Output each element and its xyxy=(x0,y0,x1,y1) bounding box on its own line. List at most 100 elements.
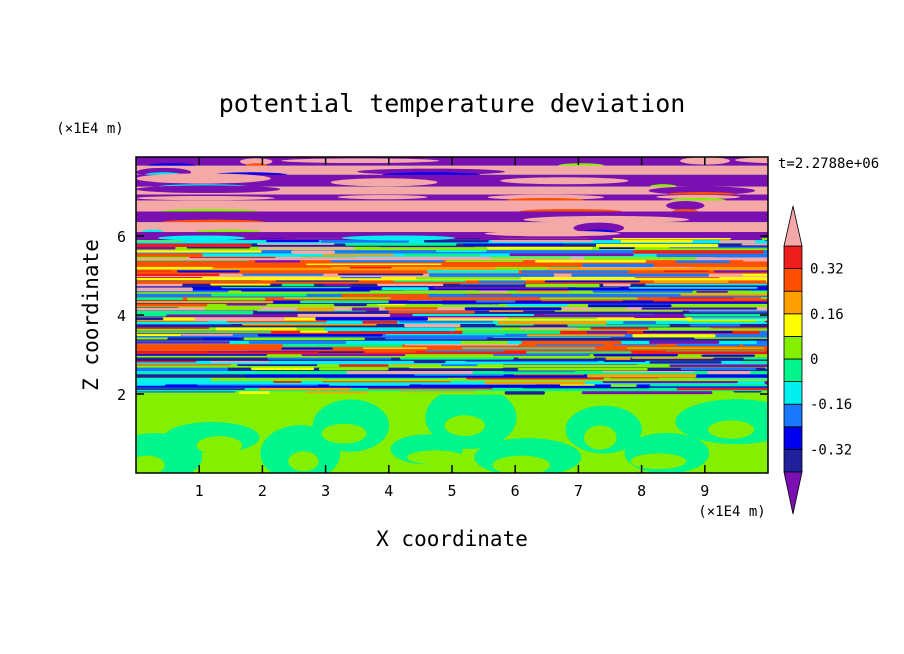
wave-segment xyxy=(136,331,272,334)
wave-segment xyxy=(462,327,502,330)
wave-segment xyxy=(539,297,638,300)
wave-segment xyxy=(525,283,600,288)
wave-segment xyxy=(587,304,672,308)
wave-segment xyxy=(632,334,716,338)
wave-segment xyxy=(317,351,364,354)
wave-segment xyxy=(136,297,184,301)
wave-segment xyxy=(136,250,262,253)
upper-band xyxy=(136,211,768,223)
wave-band xyxy=(136,343,768,348)
wave-segment xyxy=(243,337,365,341)
wave-band xyxy=(136,346,768,351)
wave-band xyxy=(136,380,768,385)
wave-band xyxy=(136,367,768,371)
wave-segment xyxy=(544,280,641,283)
wave-segment xyxy=(362,320,398,324)
wave-segment xyxy=(236,377,306,381)
wave-segment xyxy=(464,307,562,311)
wave-segment xyxy=(136,357,251,360)
wave-segment xyxy=(649,361,722,364)
lower-blob xyxy=(321,423,367,444)
wave-segment xyxy=(444,263,550,267)
wave-segment xyxy=(381,287,429,291)
wave-segment xyxy=(742,273,768,277)
wave-segment xyxy=(238,391,270,394)
wave-segment xyxy=(663,270,709,272)
colorbar-segment xyxy=(783,358,803,383)
colorbar-label: 0.32 xyxy=(810,262,844,278)
wave-segment xyxy=(385,337,488,340)
colorbar-label: 0 xyxy=(810,352,818,368)
colorbar-segment xyxy=(783,268,803,292)
wave-segment xyxy=(742,343,768,347)
wave-segment xyxy=(136,388,246,390)
wave-segment xyxy=(676,388,768,391)
lower-blob xyxy=(492,455,551,473)
wave-segment xyxy=(526,334,626,337)
upper-blob xyxy=(136,195,275,201)
wave-segment xyxy=(764,380,768,385)
wave-segment xyxy=(589,307,627,310)
wave-segment xyxy=(267,357,392,360)
lower-blob xyxy=(136,455,165,473)
wave-segment xyxy=(602,380,738,384)
wave-segment xyxy=(649,384,768,387)
colorbar-segment xyxy=(783,448,803,473)
wave-segment xyxy=(517,367,648,371)
colorbar-segment xyxy=(783,290,803,315)
x-tick-label: 4 xyxy=(384,482,393,500)
upper-blob xyxy=(239,158,273,165)
colorbar-labels: 0.32 0.16 0 -0.16 -0.32 xyxy=(810,262,852,459)
x-tick-label: 2 xyxy=(258,482,267,500)
colorbar-label: -0.32 xyxy=(810,442,852,458)
wave-segment xyxy=(202,337,239,340)
wave-band xyxy=(136,266,768,271)
wave-segment xyxy=(641,307,758,310)
wave-segment xyxy=(337,273,424,276)
wave-segment xyxy=(741,243,768,246)
y-axis-ticks: 2 4 6 xyxy=(117,228,768,404)
chart-title: potential temperature deviation xyxy=(219,89,686,118)
wave-segment xyxy=(136,246,176,250)
contour-field xyxy=(136,157,768,473)
upper-blob xyxy=(136,185,281,194)
wave-segment xyxy=(590,326,649,330)
upper-blob xyxy=(281,158,440,164)
wave-segment xyxy=(324,327,456,332)
wave-band xyxy=(136,306,768,311)
wave-band xyxy=(136,377,768,382)
wave-segment xyxy=(700,304,768,307)
upper-band xyxy=(136,194,768,201)
wave-segment xyxy=(478,279,526,283)
wave-segment xyxy=(653,279,729,283)
x-tick-label: 7 xyxy=(574,482,583,500)
wave-segment xyxy=(479,289,509,293)
wave-segment xyxy=(462,330,561,334)
wave-segment xyxy=(136,303,208,307)
wave-segment xyxy=(429,273,555,277)
wave-segment xyxy=(586,373,697,378)
wave-segment xyxy=(628,286,758,289)
wave-segment xyxy=(707,370,751,375)
wave-segment xyxy=(509,253,634,257)
wave-segment xyxy=(136,263,271,266)
colorbar-segment xyxy=(783,426,803,450)
x-tick-label: 9 xyxy=(700,482,709,500)
colorbar-segment xyxy=(783,335,803,360)
upper-blob xyxy=(487,194,605,200)
wave-segment xyxy=(743,357,768,360)
wave-band xyxy=(136,299,768,304)
wave-segment xyxy=(194,317,285,321)
upper-band xyxy=(136,200,768,212)
upper-streak xyxy=(341,235,456,241)
wave-segment xyxy=(404,323,461,328)
wave-segment xyxy=(324,283,352,287)
wave-segment xyxy=(756,340,768,345)
wave-segment xyxy=(136,287,193,292)
wave-segment xyxy=(282,344,403,347)
wave-segment xyxy=(351,307,380,311)
wave-segment xyxy=(136,283,183,287)
wave-segment xyxy=(501,249,634,254)
wave-segment xyxy=(136,273,220,276)
wave-segment xyxy=(484,381,586,385)
